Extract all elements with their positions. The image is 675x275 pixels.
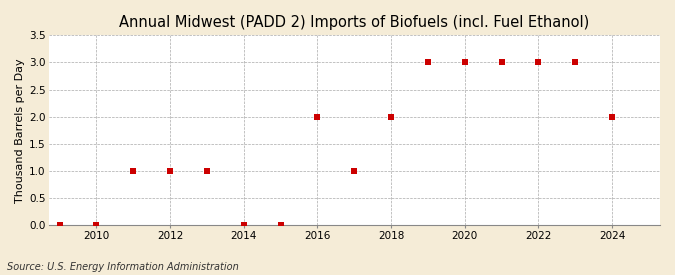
Point — [607, 114, 618, 119]
Y-axis label: Thousand Barrels per Day: Thousand Barrels per Day — [15, 58, 25, 203]
Point — [312, 114, 323, 119]
Text: Source: U.S. Energy Information Administration: Source: U.S. Energy Information Administ… — [7, 262, 238, 272]
Point — [275, 223, 286, 227]
Point — [349, 169, 360, 173]
Point — [385, 114, 396, 119]
Point — [202, 169, 213, 173]
Point — [238, 223, 249, 227]
Title: Annual Midwest (PADD 2) Imports of Biofuels (incl. Fuel Ethanol): Annual Midwest (PADD 2) Imports of Biofu… — [119, 15, 589, 30]
Point — [128, 169, 138, 173]
Point — [533, 60, 544, 65]
Point — [165, 169, 176, 173]
Point — [54, 223, 65, 227]
Point — [496, 60, 507, 65]
Point — [91, 223, 102, 227]
Point — [460, 60, 470, 65]
Point — [570, 60, 580, 65]
Point — [423, 60, 433, 65]
